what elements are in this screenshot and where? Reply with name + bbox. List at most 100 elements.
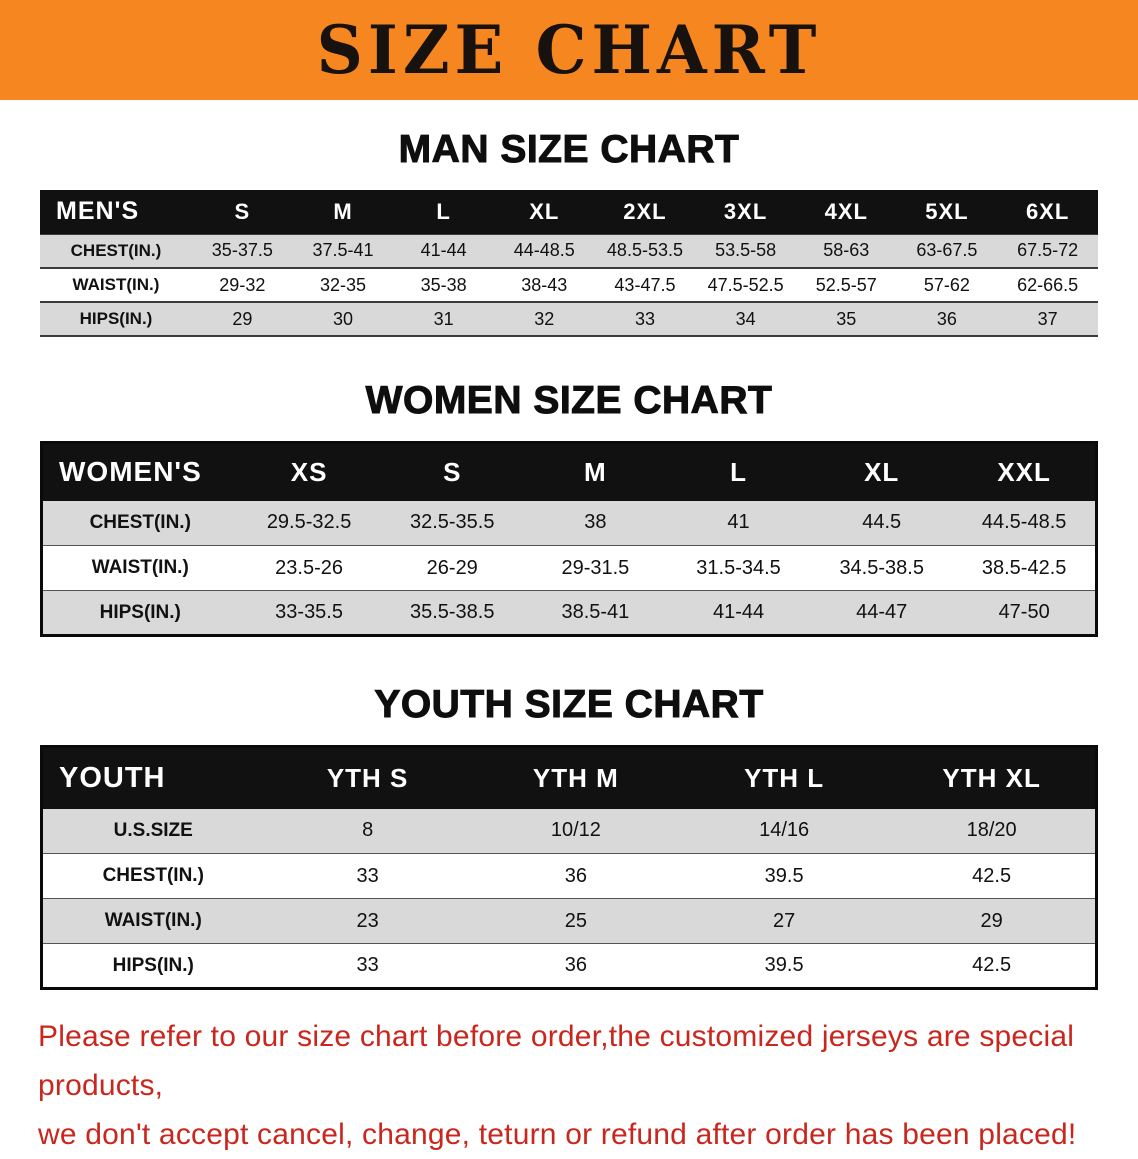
measurement-label: WAIST(IN.): [72, 275, 160, 294]
size-column-header: L: [436, 198, 451, 224]
size-column-header: 3XL: [723, 198, 768, 224]
size-column-header: XS: [290, 456, 328, 487]
size-column-header: XL: [529, 198, 560, 224]
size-value: 34: [735, 308, 756, 329]
size-value: 44-47: [856, 601, 908, 623]
size-column-header: 2XL: [623, 198, 667, 224]
table-row: WAIST(IN.) 29-32 32-35 35-38 38-43 43-47.5 47.…: [40, 268, 1098, 302]
size-value: 35: [836, 308, 857, 329]
size-value: 23.5-26: [275, 556, 343, 579]
men-size-section: MAN SIZE CHART MEN'S S M L XL 2XL 3XL 4XL 5XL 6XL…: [0, 128, 1138, 337]
size-value: 14/16: [759, 819, 810, 842]
size-value: 29: [232, 308, 253, 329]
size-value: 42.5: [972, 864, 1012, 887]
size-value: 27: [773, 909, 796, 932]
size-value: 47.5-52.5: [707, 274, 784, 295]
size-value: 36: [564, 954, 587, 976]
measurement-label: U.S.SIZE: [113, 819, 193, 841]
table-corner-label: WOMEN'S: [59, 456, 202, 488]
size-value: 25: [564, 909, 587, 932]
size-value: 31.5-34.5: [696, 556, 781, 579]
size-value: 32-35: [319, 274, 366, 295]
size-value: 41-44: [712, 601, 765, 623]
size-value: 10/12: [550, 819, 601, 842]
table-row: HIPS(IN.) 33 36 39.5 42.5: [41, 943, 1097, 989]
size-column-header: L: [730, 456, 747, 487]
men-section-heading: MAN SIZE CHART: [398, 128, 740, 172]
size-column-header: 6XL: [1025, 198, 1070, 224]
size-value: 26-29: [426, 556, 478, 579]
table-header-row: YOUTH YTH S YTH M YTH L YTH XL: [41, 746, 1097, 809]
table-row: HIPS(IN.) 33-35.5 35.5-38.5 38.5-41 41-44 44-…: [41, 590, 1097, 636]
size-value: 18/20: [966, 819, 1017, 842]
table-corner-label: MEN'S: [56, 197, 140, 226]
size-value: 41-44: [420, 240, 467, 261]
size-value: 52.5-57: [815, 274, 877, 295]
size-value: 33: [634, 308, 655, 329]
size-column-header: YTH S: [326, 762, 409, 793]
size-value: 33: [356, 954, 379, 976]
youth-size-section: YOUTH SIZE CHART YOUTH YTH S YTH M YTH L YTH…: [0, 683, 1138, 990]
size-value: 44-48.5: [513, 240, 575, 261]
size-value: 29.5-32.5: [266, 511, 352, 534]
measurement-label: HIPS(IN.): [99, 601, 181, 623]
table-corner-label: YOUTH: [59, 761, 166, 794]
size-value: 35-38: [420, 274, 467, 295]
size-value: 29-31.5: [561, 556, 630, 579]
size-value: 38.5-41: [561, 601, 630, 623]
size-value: 33: [356, 864, 379, 887]
size-value: 39.5: [764, 954, 804, 976]
measurement-label: HIPS(IN.): [79, 309, 153, 328]
size-column-header: 5XL: [925, 198, 969, 224]
size-value: 44.5-48.5: [981, 511, 1067, 534]
size-value: 34.5-38.5: [839, 556, 924, 579]
size-value: 57-62: [923, 274, 970, 295]
order-notice: Please refer to our size chart before or…: [38, 1012, 1108, 1159]
table-row: WAIST(IN.) 23.5-26 26-29 29-31.5 31.5-34.5 34…: [41, 545, 1097, 591]
women-section-heading: WOMEN SIZE CHART: [365, 379, 773, 423]
size-value: 47-50: [998, 601, 1050, 623]
size-value: 48.5-53.5: [606, 240, 683, 261]
size-column-header: XL: [864, 456, 900, 487]
notice-line-1: Please refer to our size chart before or…: [38, 1020, 1075, 1102]
table-row: HIPS(IN.) 29 30 31 32 33 34 35 36 37: [40, 302, 1098, 336]
size-value: 63-67.5: [916, 240, 978, 261]
measurement-label: CHEST(IN.): [70, 240, 162, 260]
size-value: 38-43: [521, 274, 568, 295]
size-value: 38.5-42.5: [981, 556, 1067, 579]
size-value: 30: [332, 308, 353, 329]
measurement-label: CHEST(IN.): [89, 511, 191, 533]
size-value: 36: [936, 308, 957, 329]
size-value: 35-37.5: [211, 240, 273, 261]
youth-section-heading: YOUTH SIZE CHART: [374, 683, 764, 727]
men-size-table: MEN'S S M L XL 2XL 3XL 4XL 5XL 6XL CHEST(IN.) 35-37…: [40, 190, 1098, 337]
notice-line-2: we don't accept cancel, change, teturn o…: [38, 1118, 1077, 1151]
measurement-label: WAIST(IN.): [104, 910, 202, 931]
size-column-header: YTH L: [744, 762, 825, 793]
size-column-header: YTH M: [532, 762, 619, 793]
size-value: 53.5-58: [715, 240, 777, 261]
women-size-table: WOMEN'S XS S M L XL XXL CHEST(IN.) 29.5-32.5 32.5…: [40, 441, 1098, 637]
size-value: 39.5: [764, 864, 804, 887]
size-value: 35.5-38.5: [409, 601, 495, 623]
table-row: CHEST(IN.) 35-37.5 37.5-41 41-44 44-48.5 48.5…: [40, 234, 1098, 268]
size-value: 32: [534, 308, 555, 329]
table-header-row: MEN'S S M L XL 2XL 3XL 4XL 5XL 6XL: [40, 190, 1098, 234]
measurement-label: CHEST(IN.): [102, 865, 204, 886]
table-row: CHEST(IN.) 29.5-32.5 32.5-35.5 38 41 44.5 44.5…: [41, 500, 1097, 546]
size-value: 58-63: [823, 240, 870, 261]
banner: SIZE CHART: [0, 0, 1138, 100]
size-value: 42.5: [972, 954, 1012, 976]
table-row: CHEST(IN.) 33 36 39.5 42.5: [41, 853, 1097, 899]
size-column-header: S: [443, 456, 462, 487]
size-value: 41: [727, 511, 750, 534]
size-column-header: M: [333, 198, 353, 224]
size-value: 67.5-72: [1017, 240, 1079, 261]
size-value: 29: [980, 909, 1003, 932]
size-value: 29-32: [219, 274, 266, 295]
size-column-header: XXL: [997, 456, 1051, 487]
size-value: 23: [356, 909, 379, 932]
size-value: 37.5-41: [312, 240, 374, 261]
youth-size-table: YOUTH YTH S YTH M YTH L YTH XL U.S.SIZE 8 10/12…: [40, 745, 1098, 990]
